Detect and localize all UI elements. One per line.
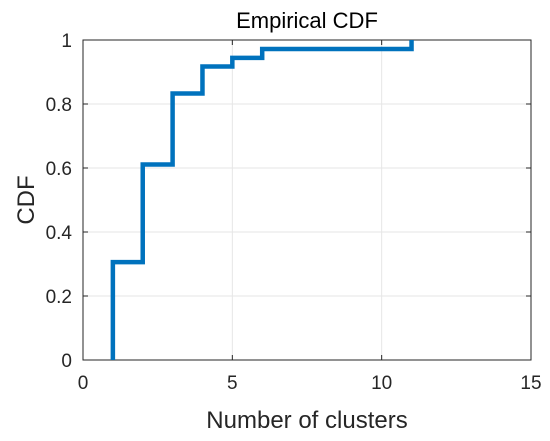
y-tick-label: 0.6 — [46, 159, 72, 180]
y-tick-label: 0 — [61, 351, 72, 372]
chart-title: Empirical CDF — [236, 8, 378, 33]
x-tick-label: 15 — [520, 373, 541, 394]
y-tick-label: 0.4 — [46, 223, 73, 244]
grid — [83, 40, 531, 360]
y-tick-label: 0.8 — [46, 95, 72, 116]
cdf-step-line — [110, 40, 414, 360]
plot-area — [82, 39, 532, 361]
x-axis-label: Number of clusters — [206, 407, 407, 434]
x-tick-label: 10 — [371, 373, 392, 394]
x-tick-label: 5 — [227, 373, 238, 394]
y-tick-label: 0.2 — [46, 287, 72, 308]
axis-ticks: 0 5 10 15 0 0.2 0.4 0.6 0.8 1 — [46, 31, 542, 394]
y-tick-label: 1 — [61, 31, 72, 52]
x-tick-label: 0 — [78, 373, 89, 394]
y-axis-label: CDF — [13, 175, 40, 224]
